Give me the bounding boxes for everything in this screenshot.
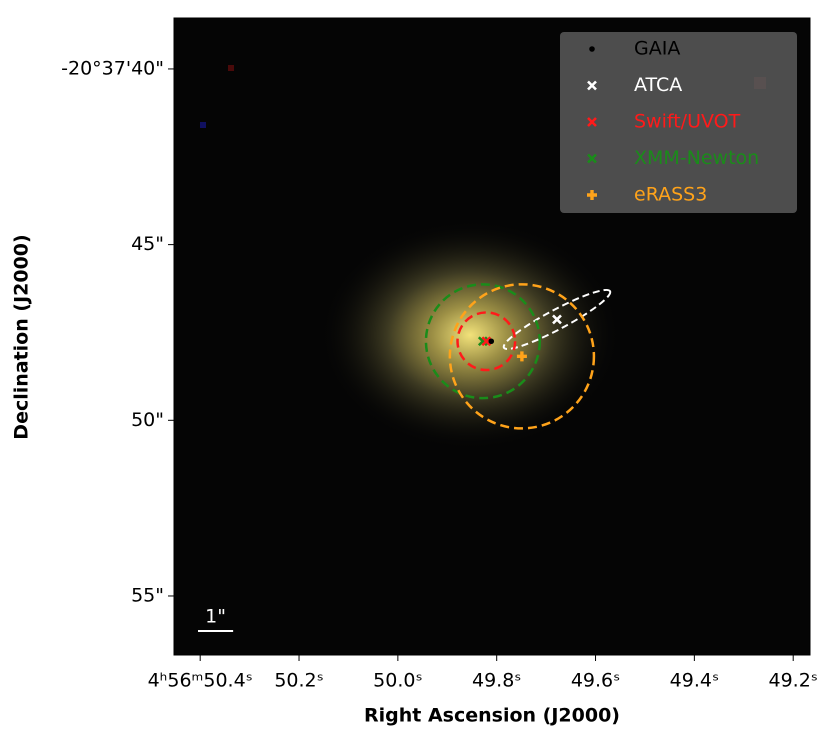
y-tick-label: -20°37'40" (61, 57, 164, 79)
legend-label: XMM-Newton (634, 147, 759, 169)
marker (587, 117, 597, 127)
error-circle (424, 283, 542, 400)
marker (587, 153, 597, 164)
marker (488, 338, 495, 345)
x-tick-label: 50.2ˢ (274, 670, 323, 692)
noise-pixel (200, 122, 206, 128)
error-circle (456, 311, 517, 372)
y-tick-label: 55" (131, 584, 164, 606)
x-axis-label: Right Ascension (J2000) (364, 705, 620, 727)
error-ellipse (502, 288, 612, 350)
legend-label: GAIA (634, 38, 680, 60)
marker (477, 336, 488, 347)
plot-frame (173, 17, 811, 656)
marker (552, 314, 562, 325)
y-tick-label: 50" (131, 409, 164, 431)
source-glow (320, 220, 620, 450)
x-tick-label: 49.4ˢ (670, 670, 719, 692)
x-tick-label: 4ʰ56ᵐ50.4ˢ (148, 670, 253, 692)
y-tick-label: 45" (131, 233, 164, 255)
scale-bar-label: 1" (205, 606, 226, 628)
x-tick-label: 49.6ˢ (571, 670, 620, 692)
marker (481, 336, 492, 347)
legend-label: ATCA (634, 74, 682, 96)
legend-label: eRASS3 (634, 184, 707, 206)
legend-label: Swift/UVOT (634, 111, 741, 133)
marker (587, 80, 597, 91)
marker (516, 351, 527, 362)
x-tick-label: 49.8ˢ (472, 670, 521, 692)
error-circle (448, 283, 596, 430)
noise-pixel (228, 65, 234, 71)
marker (589, 46, 595, 52)
legend-box (560, 32, 797, 213)
x-tick-label: 49.2ˢ (768, 670, 817, 692)
marker (587, 190, 597, 200)
y-axis-label: Declination (J2000) (11, 234, 33, 439)
x-tick-label: 50.0ˢ (373, 670, 422, 692)
